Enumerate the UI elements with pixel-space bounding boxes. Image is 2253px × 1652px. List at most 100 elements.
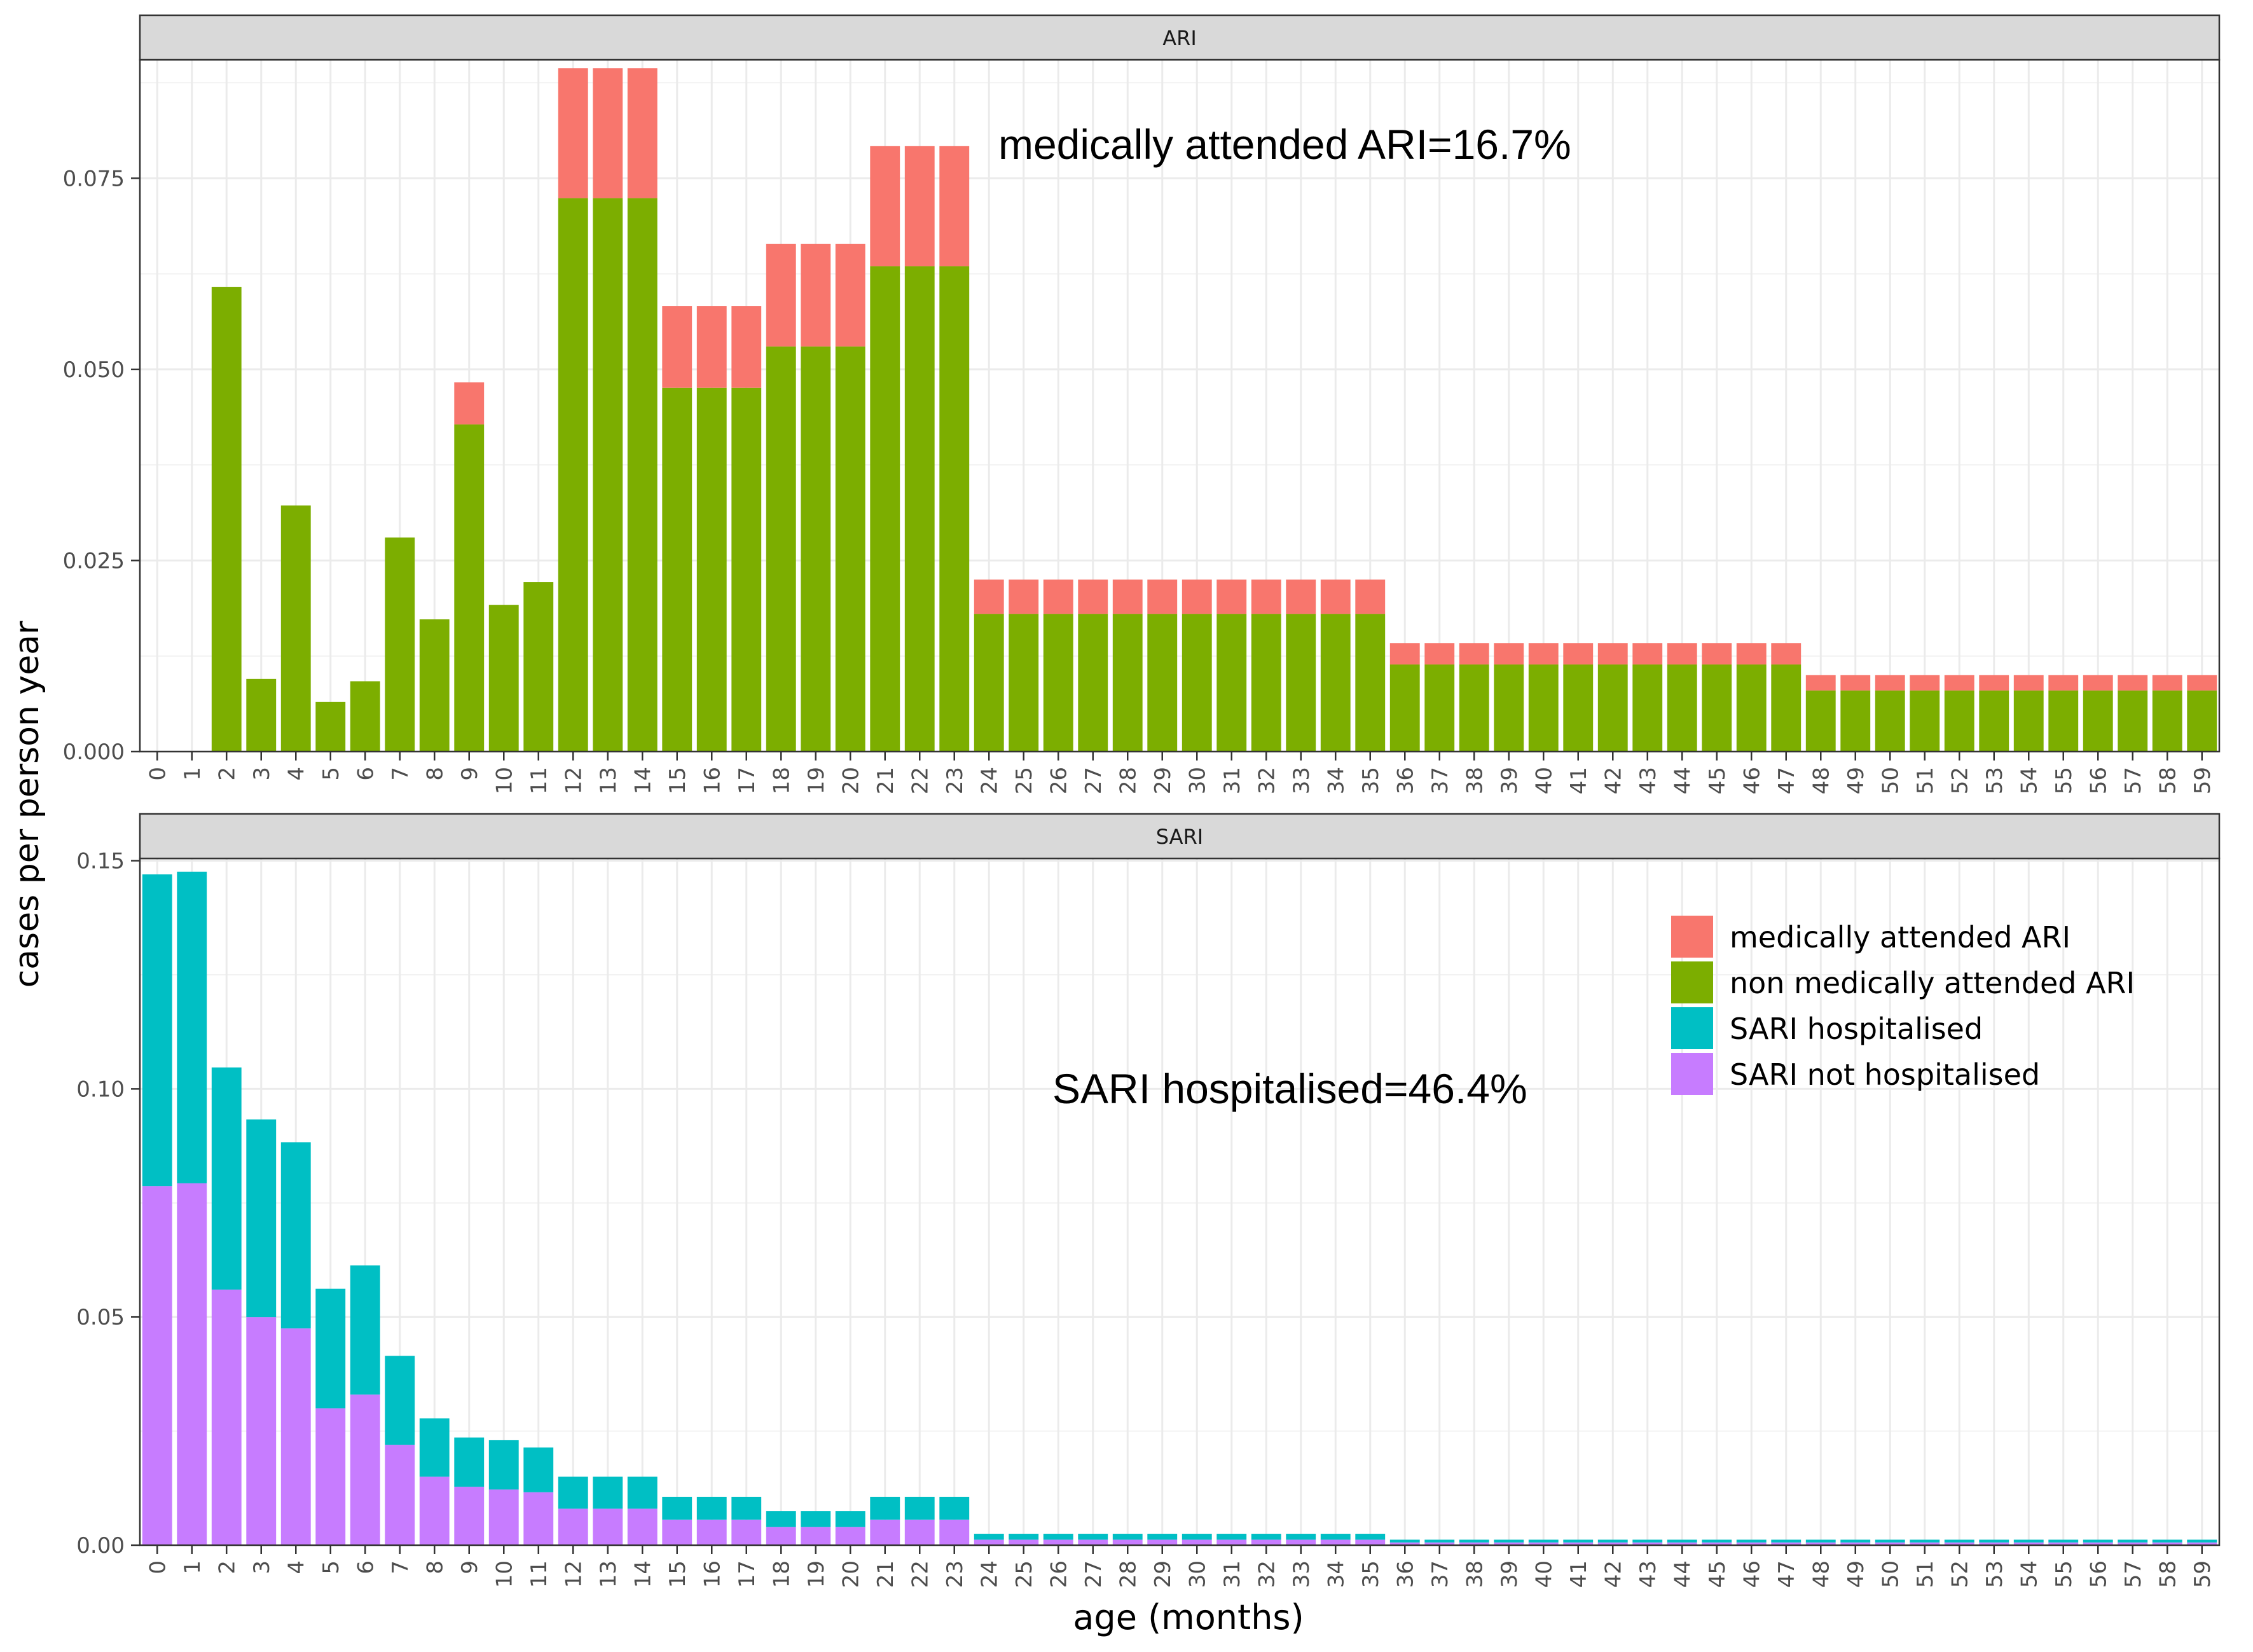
bar-segment-medically-attended-ari-49 <box>1840 675 1871 691</box>
x-tick-label: 53 <box>1982 767 2008 794</box>
x-tick-label: 13 <box>596 767 621 794</box>
bar-segment-sari-hospitalised-14 <box>627 1476 658 1509</box>
panel-annotation: SARI hospitalised=46.4% <box>1052 1065 1527 1112</box>
x-tick-label: 52 <box>1947 1560 1973 1588</box>
x-tick-label: 27 <box>1081 1560 1106 1588</box>
bar-segment-sari-hospitalised-40 <box>1528 1539 1559 1543</box>
x-tick-label: 29 <box>1150 1560 1176 1588</box>
bar-segment-medically-attended-ari-16 <box>696 306 727 388</box>
x-tick-label: 2 <box>214 767 240 781</box>
bar-segment-medically-attended-ari-26 <box>1043 579 1073 614</box>
bar-segment-medically-attended-ari-36 <box>1389 643 1420 664</box>
bar-segment-sari-not-hospitalised-16 <box>696 1519 727 1545</box>
bar-segment-sari-hospitalised-16 <box>696 1496 727 1520</box>
x-tick-label: 46 <box>1739 1560 1765 1588</box>
bar-segment-sari-hospitalised-23 <box>939 1496 970 1520</box>
bar-segment-sari-hospitalised-57 <box>2118 1539 2148 1543</box>
bar-segment-medically-attended-ari-20 <box>835 244 865 347</box>
bar-segment-medically-attended-ari-22 <box>904 146 935 266</box>
bar-segment-non-medically-attended-ari-45 <box>1702 664 1732 752</box>
bar-segment-medically-attended-ari-34 <box>1320 579 1351 614</box>
bar-segment-medically-attended-ari-27 <box>1078 579 1108 614</box>
bar-segment-sari-hospitalised-28 <box>1112 1534 1143 1540</box>
panel-annotation: medically attended ARI=16.7% <box>998 121 1571 168</box>
bar-segment-non-medically-attended-ari-56 <box>2083 690 2113 752</box>
bar-segment-sari-not-hospitalised-52 <box>1944 1542 1974 1545</box>
bar-segment-sari-hospitalised-43 <box>1632 1539 1663 1543</box>
bar-segment-sari-not-hospitalised-9 <box>454 1487 485 1545</box>
bar-segment-sari-hospitalised-17 <box>731 1496 762 1520</box>
bar-segment-sari-hospitalised-11 <box>523 1447 554 1492</box>
bar-segment-non-medically-attended-ari-30 <box>1182 614 1212 752</box>
x-tick-label: 15 <box>665 767 691 794</box>
bar-segment-non-medically-attended-ari-9 <box>454 424 485 752</box>
bar-segment-sari-not-hospitalised-20 <box>835 1527 865 1545</box>
x-tick-label: 1 <box>180 767 205 781</box>
x-tick-label: 36 <box>1393 1560 1418 1588</box>
bar-segment-non-medically-attended-ari-55 <box>2048 690 2079 752</box>
legend: medically attended ARI non medically atte… <box>1671 916 2135 1095</box>
bar-segment-sari-hospitalised-10 <box>488 1440 519 1490</box>
bar-segment-sari-not-hospitalised-46 <box>1736 1542 1767 1545</box>
bar-segment-non-medically-attended-ari-48 <box>1805 690 1836 752</box>
x-tick-label: 26 <box>1046 767 1071 794</box>
bar-segment-medically-attended-ari-33 <box>1286 579 1316 614</box>
x-tick-label: 10 <box>492 1560 517 1588</box>
bar-segment-sari-hospitalised-50 <box>1875 1539 1905 1543</box>
bar-segment-medically-attended-ari-13 <box>593 68 623 198</box>
facet-strip-label: SARI <box>1156 825 1203 849</box>
x-tick-label: 39 <box>1497 767 1522 794</box>
bar-segment-medically-attended-ari-30 <box>1182 579 1212 614</box>
x-tick-label: 4 <box>284 767 309 781</box>
x-tick-label: 35 <box>1358 767 1384 794</box>
bar-segment-non-medically-attended-ari-25 <box>1009 614 1039 752</box>
x-tick-label: 41 <box>1566 1560 1592 1588</box>
legend-label: non medically attended ARI <box>1730 966 2135 1000</box>
x-tick-label: 23 <box>942 1560 968 1588</box>
x-tick-label: 14 <box>630 1560 656 1588</box>
bar-segment-sari-not-hospitalised-15 <box>662 1519 692 1545</box>
x-tick-label: 42 <box>1601 767 1626 794</box>
bar-segment-non-medically-attended-ari-19 <box>801 346 831 752</box>
bar-segment-medically-attended-ari-58 <box>2152 675 2182 691</box>
x-tick-label: 15 <box>665 1560 691 1588</box>
x-tick-label: 55 <box>2051 767 2077 794</box>
x-tick-label: 47 <box>1774 1560 1800 1588</box>
x-tick-label: 11 <box>527 767 552 794</box>
bar-segment-sari-hospitalised-29 <box>1147 1534 1178 1540</box>
bar-segment-medically-attended-ari-38 <box>1459 643 1489 664</box>
bar-segment-medically-attended-ari-19 <box>801 244 831 347</box>
bar-segment-non-medically-attended-ari-28 <box>1112 614 1143 752</box>
bar-segment-non-medically-attended-ari-50 <box>1875 690 1905 752</box>
bar-segment-sari-hospitalised-19 <box>801 1511 831 1527</box>
facet-strip-label: ARI <box>1162 26 1197 50</box>
bar-segment-medically-attended-ari-52 <box>1944 675 1974 691</box>
bar-segment-medically-attended-ari-56 <box>2083 675 2113 691</box>
x-tick-label: 38 <box>1462 767 1487 794</box>
x-tick-label: 51 <box>1913 1560 1938 1588</box>
bar-segment-medically-attended-ari-31 <box>1216 579 1247 614</box>
bar-segment-medically-attended-ari-17 <box>731 306 762 388</box>
bar-segment-sari-not-hospitalised-31 <box>1216 1539 1247 1545</box>
x-tick-label: 21 <box>873 767 899 794</box>
bar-segment-non-medically-attended-ari-6 <box>350 681 380 752</box>
bar-segment-sari-not-hospitalised-48 <box>1805 1542 1836 1545</box>
x-tick-label: 35 <box>1358 1560 1384 1588</box>
x-tick-label: 24 <box>977 1560 1002 1588</box>
x-tick-label: 56 <box>2086 767 2111 794</box>
x-tick-label: 45 <box>1705 767 1730 794</box>
bar-segment-sari-hospitalised-20 <box>835 1511 865 1527</box>
bar-segment-sari-hospitalised-38 <box>1459 1539 1489 1543</box>
bar-segment-sari-not-hospitalised-43 <box>1632 1542 1663 1545</box>
bar-segment-non-medically-attended-ari-27 <box>1078 614 1108 752</box>
bar-segment-sari-not-hospitalised-38 <box>1459 1542 1489 1545</box>
bar-segment-sari-hospitalised-3 <box>246 1119 277 1318</box>
x-tick-label: 45 <box>1705 1560 1730 1588</box>
bar-segment-non-medically-attended-ari-3 <box>246 678 277 752</box>
bar-segment-sari-not-hospitalised-34 <box>1320 1539 1351 1545</box>
x-tick-label: 1 <box>180 1560 205 1574</box>
x-tick-label: 54 <box>2016 1560 2042 1588</box>
